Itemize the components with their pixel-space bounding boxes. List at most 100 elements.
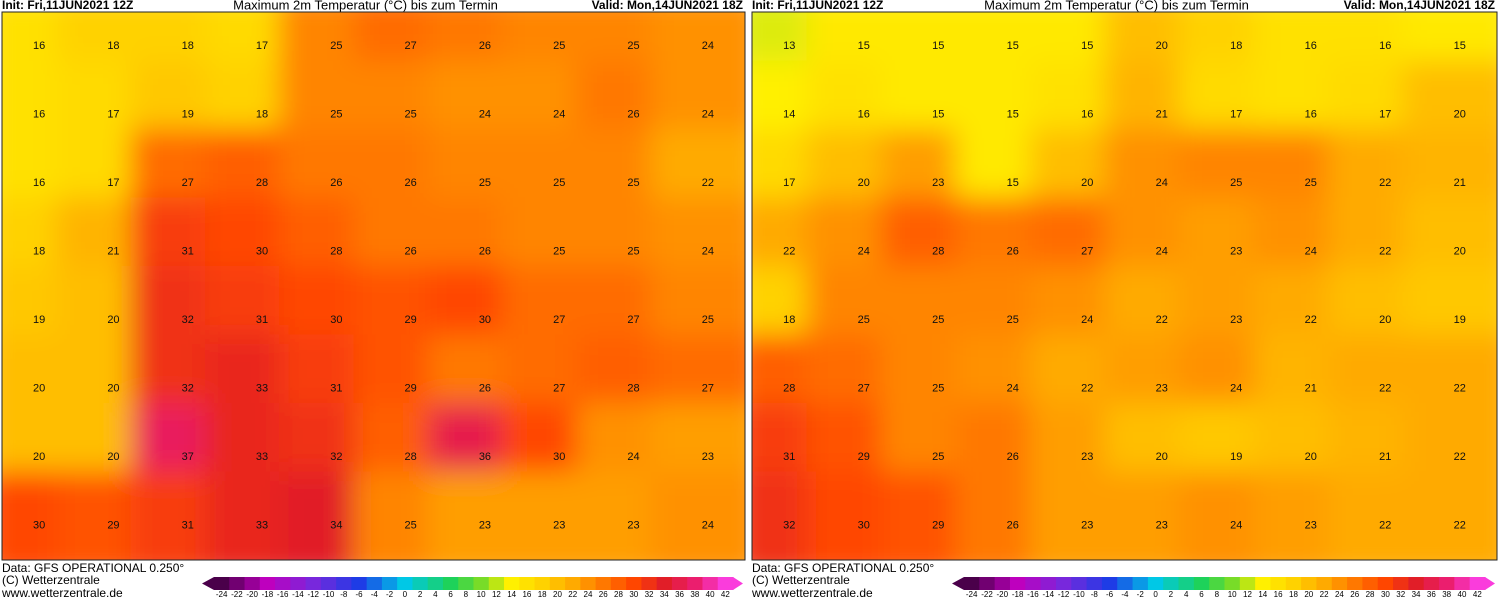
- temperature-value: 26: [479, 40, 491, 52]
- temperature-value: 22: [702, 177, 714, 189]
- temperature-value: 27: [858, 383, 870, 395]
- temperature-value: 25: [932, 451, 944, 463]
- temperature-value: 17: [1379, 109, 1391, 121]
- temperature-value: 31: [783, 451, 795, 463]
- colorbar-cell: [641, 577, 658, 590]
- temperature-value: 31: [330, 383, 342, 395]
- colorbar-label: 12: [492, 590, 501, 599]
- colorbar-label: -24: [216, 590, 228, 599]
- colorbar-label: 16: [522, 590, 531, 599]
- colorbar-label: 14: [507, 590, 516, 599]
- temperature-value: 24: [702, 109, 714, 121]
- temperature-value: 21: [1454, 177, 1466, 189]
- temperature-value: 16: [33, 109, 45, 121]
- colorbar-arrow-right: [1485, 577, 1495, 590]
- colorbar-label: 6: [448, 590, 453, 599]
- colorbar-cell: [1209, 577, 1225, 590]
- colorbar-label: -18: [1012, 590, 1024, 599]
- colorbar-cell: [687, 577, 703, 590]
- colorbar-label: -2: [1137, 590, 1145, 599]
- temperature-value: 25: [1007, 314, 1019, 326]
- temperature-value: 22: [1379, 177, 1391, 189]
- temperature-value: 22: [1379, 246, 1391, 258]
- colorbar-label: 34: [660, 590, 669, 599]
- temperature-value: 23: [1230, 314, 1242, 326]
- temperature-value: 24: [1081, 314, 1093, 326]
- temperature-value: 25: [627, 246, 639, 258]
- temperature-value: 24: [1007, 383, 1019, 395]
- temperature-value: 23: [1156, 520, 1168, 532]
- temperature-value: 24: [702, 520, 714, 532]
- colorbar-cell: [305, 577, 322, 590]
- colorbar-cell: [458, 577, 474, 590]
- temperature-value: 36: [479, 451, 491, 463]
- colorbar-label: 8: [1215, 590, 1220, 599]
- colorbar-cell: [336, 577, 352, 590]
- website: www.wetterzentrale.de: [1, 586, 123, 600]
- temperature-value: 24: [702, 246, 714, 258]
- temperature-value: 27: [405, 40, 417, 52]
- colorbar-cell: [473, 577, 490, 590]
- temperature-cell: [650, 471, 745, 560]
- colorbar-label: -24: [966, 590, 978, 599]
- colorbar-cell: [1163, 577, 1180, 590]
- init-label: Init: Fri,11JUN2021 12Z: [2, 0, 133, 12]
- temperature-value: 25: [627, 40, 639, 52]
- temperature-value: 30: [256, 246, 268, 258]
- temperature-value: 23: [702, 451, 714, 463]
- temperature-value: 23: [932, 177, 944, 189]
- data-source: Data: GFS OPERATIONAL 0.250°: [752, 561, 934, 575]
- colorbar-label: 6: [1199, 590, 1204, 599]
- temperature-value: 15: [1081, 40, 1093, 52]
- temperature-value: 20: [1379, 314, 1391, 326]
- temperature-value: 26: [1007, 246, 1019, 258]
- valid-label: Valid: Mon,14JUN2021 18Z: [592, 0, 743, 12]
- colorbar-label: 20: [553, 590, 562, 599]
- temperature-value: 25: [702, 314, 714, 326]
- temperature-value: 23: [1230, 246, 1242, 258]
- colorbar-cell: [1423, 577, 1440, 590]
- temperature-value: 17: [256, 40, 268, 52]
- colorbar-label: 12: [1243, 590, 1252, 599]
- colorbar-label: -14: [1042, 590, 1054, 599]
- temperature-value: 16: [1305, 109, 1317, 121]
- colorbar-label: 36: [1427, 590, 1436, 599]
- temperature-value: 18: [182, 40, 194, 52]
- temperature-value: 27: [702, 383, 714, 395]
- temperature-value: 28: [256, 177, 268, 189]
- colorbar-cell: [717, 577, 734, 590]
- temperature-value: 28: [405, 451, 417, 463]
- map-title: Maximum 2m Temperatur (°C) bis zum Termi…: [233, 0, 498, 12]
- colorbar-label: 4: [433, 590, 438, 599]
- colorbar-label: 38: [690, 590, 699, 599]
- temperature-value: 21: [1156, 109, 1168, 121]
- temperature-value: 29: [107, 520, 119, 532]
- temperature-value: 23: [1156, 383, 1168, 395]
- temperature-value: 16: [1305, 40, 1317, 52]
- colorbar-label: 24: [1335, 590, 1344, 599]
- colorbar-label: 40: [706, 590, 715, 599]
- temperature-value: 17: [783, 177, 795, 189]
- temperature-value: 24: [858, 246, 870, 258]
- temperature-value: 18: [1230, 40, 1242, 52]
- colorbar-label: 26: [1350, 590, 1359, 599]
- copyright: (C) Wetterzentrale: [752, 573, 850, 587]
- colorbar-cell: [1224, 577, 1241, 590]
- temperature-value: 27: [182, 177, 194, 189]
- temperature-value: 28: [627, 383, 639, 395]
- temperature-value: 16: [858, 109, 870, 121]
- temperature-value: 26: [1007, 451, 1019, 463]
- temperature-value: 32: [182, 314, 194, 326]
- temperature-value: 20: [107, 314, 119, 326]
- temperature-value: 37: [182, 451, 194, 463]
- colorbar-label: -8: [340, 590, 348, 599]
- temperature-value: 26: [330, 177, 342, 189]
- temperature-value: 30: [553, 451, 565, 463]
- colorbar-label: -12: [307, 590, 319, 599]
- temperature-value: 25: [405, 520, 417, 532]
- temperature-value: 25: [553, 177, 565, 189]
- temperature-value: 29: [405, 314, 417, 326]
- temperature-value: 16: [33, 40, 45, 52]
- temperature-value: 25: [553, 40, 565, 52]
- colorbar-label: -6: [355, 590, 363, 599]
